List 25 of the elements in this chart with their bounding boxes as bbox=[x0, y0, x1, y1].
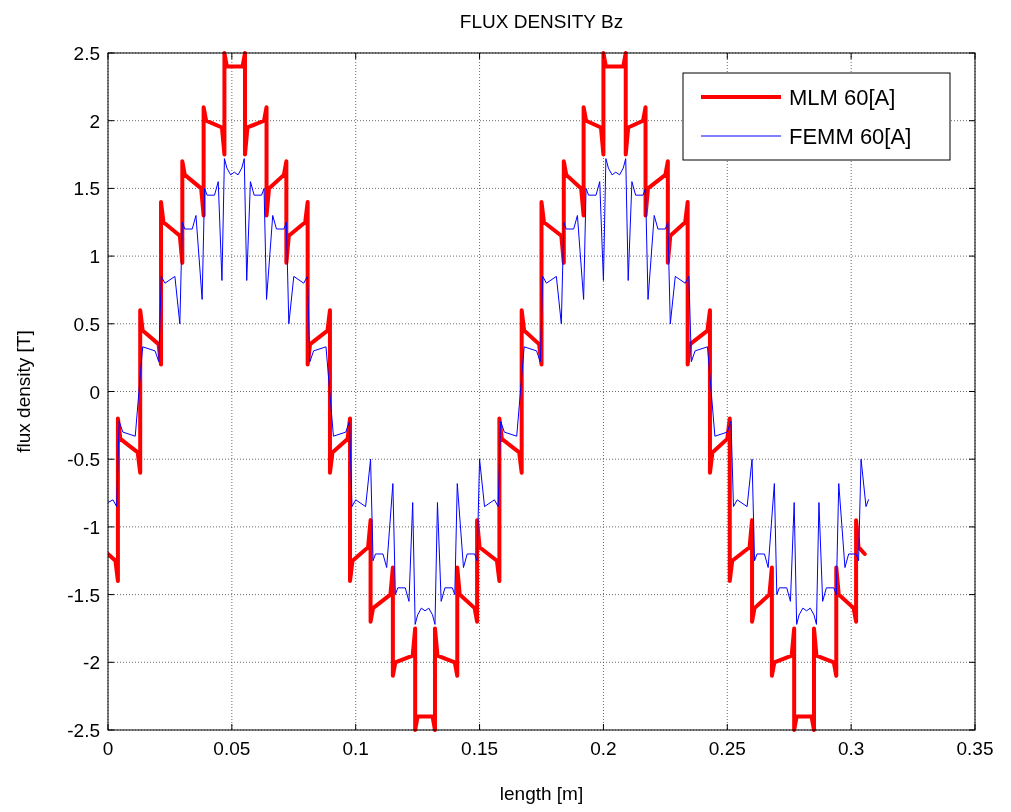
x-axis-title: length [m] bbox=[499, 783, 584, 804]
x-tick-label: 0.05 bbox=[213, 738, 251, 759]
y-tick-label: 0 bbox=[89, 381, 100, 403]
y-tick-label: -2 bbox=[83, 652, 100, 674]
legend-label: FEMM 60[A] bbox=[789, 124, 912, 149]
y-tick-label: 2 bbox=[89, 110, 100, 132]
y-tick-label: 2.5 bbox=[73, 43, 100, 64]
y-tick-label: 1 bbox=[89, 246, 100, 268]
x-tick-label: 0.35 bbox=[956, 738, 994, 759]
chart-title: FLUX DENSITY Bz bbox=[459, 11, 624, 32]
y-tick-label: -0.5 bbox=[67, 449, 100, 471]
x-tick-label: 0.2 bbox=[590, 738, 617, 759]
legend-label: MLM 60[A] bbox=[789, 85, 896, 110]
y-axis-title: flux density [T] bbox=[13, 330, 34, 453]
x-tick-label: 0.1 bbox=[342, 738, 369, 759]
line-series bbox=[108, 158, 869, 625]
x-tick-label: 0.3 bbox=[837, 738, 865, 759]
y-tick-label: -2.5 bbox=[67, 720, 100, 741]
x-tick-label: 0 bbox=[102, 738, 114, 759]
y-tick-label: -1.5 bbox=[67, 584, 100, 606]
x-tick-label: 0.25 bbox=[708, 738, 746, 759]
y-tick-label: -1 bbox=[83, 516, 100, 538]
y-tick-label: 0.5 bbox=[73, 313, 100, 335]
x-tick-label: 0.15 bbox=[461, 738, 499, 759]
y-tick-label: 1.5 bbox=[73, 178, 100, 200]
